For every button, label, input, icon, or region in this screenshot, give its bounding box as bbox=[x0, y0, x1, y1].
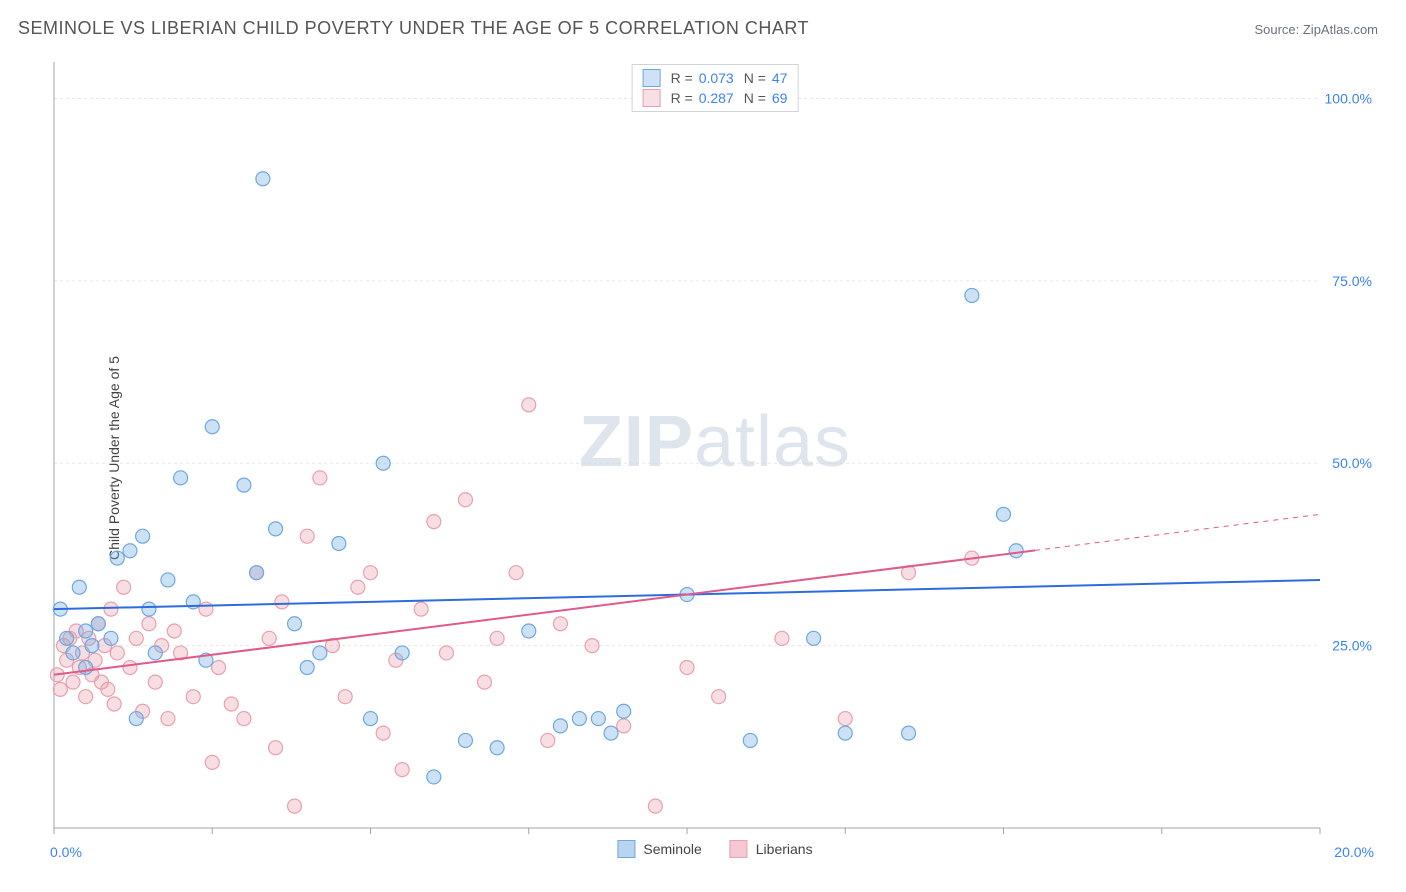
swatch-seminole-bottom bbox=[617, 840, 635, 858]
svg-text:25.0%: 25.0% bbox=[1332, 638, 1372, 654]
swatch-liberians-bottom bbox=[730, 840, 748, 858]
chart-title: SEMINOLE VS LIBERIAN CHILD POVERTY UNDER… bbox=[18, 18, 809, 39]
legend-row-seminole: R = 0.073 N = 47 bbox=[643, 69, 788, 87]
source-attribution: Source: ZipAtlas.com bbox=[1254, 22, 1378, 37]
swatch-liberians bbox=[643, 89, 661, 107]
correlation-legend: R = 0.073 N = 47 R = 0.287 N = 69 bbox=[632, 64, 799, 112]
svg-text:100.0%: 100.0% bbox=[1325, 90, 1372, 106]
x-axis-max-label: 20.0% bbox=[1334, 844, 1374, 860]
legend-item-seminole: Seminole bbox=[617, 840, 701, 858]
legend-item-liberians: Liberians bbox=[730, 840, 813, 858]
legend-label: Liberians bbox=[756, 841, 813, 857]
swatch-seminole bbox=[643, 69, 661, 87]
legend-label: Seminole bbox=[643, 841, 701, 857]
series-legend: Seminole Liberians bbox=[617, 840, 812, 858]
svg-text:75.0%: 75.0% bbox=[1332, 273, 1372, 289]
scatter-plot: 25.0% 50.0% 75.0% 100.0% bbox=[50, 58, 1380, 858]
chart-container: Child Poverty Under the Age of 5 ZIPatla… bbox=[50, 58, 1380, 858]
x-axis-min-label: 0.0% bbox=[50, 844, 82, 860]
svg-text:50.0%: 50.0% bbox=[1332, 455, 1372, 471]
legend-row-liberians: R = 0.287 N = 69 bbox=[643, 89, 788, 107]
